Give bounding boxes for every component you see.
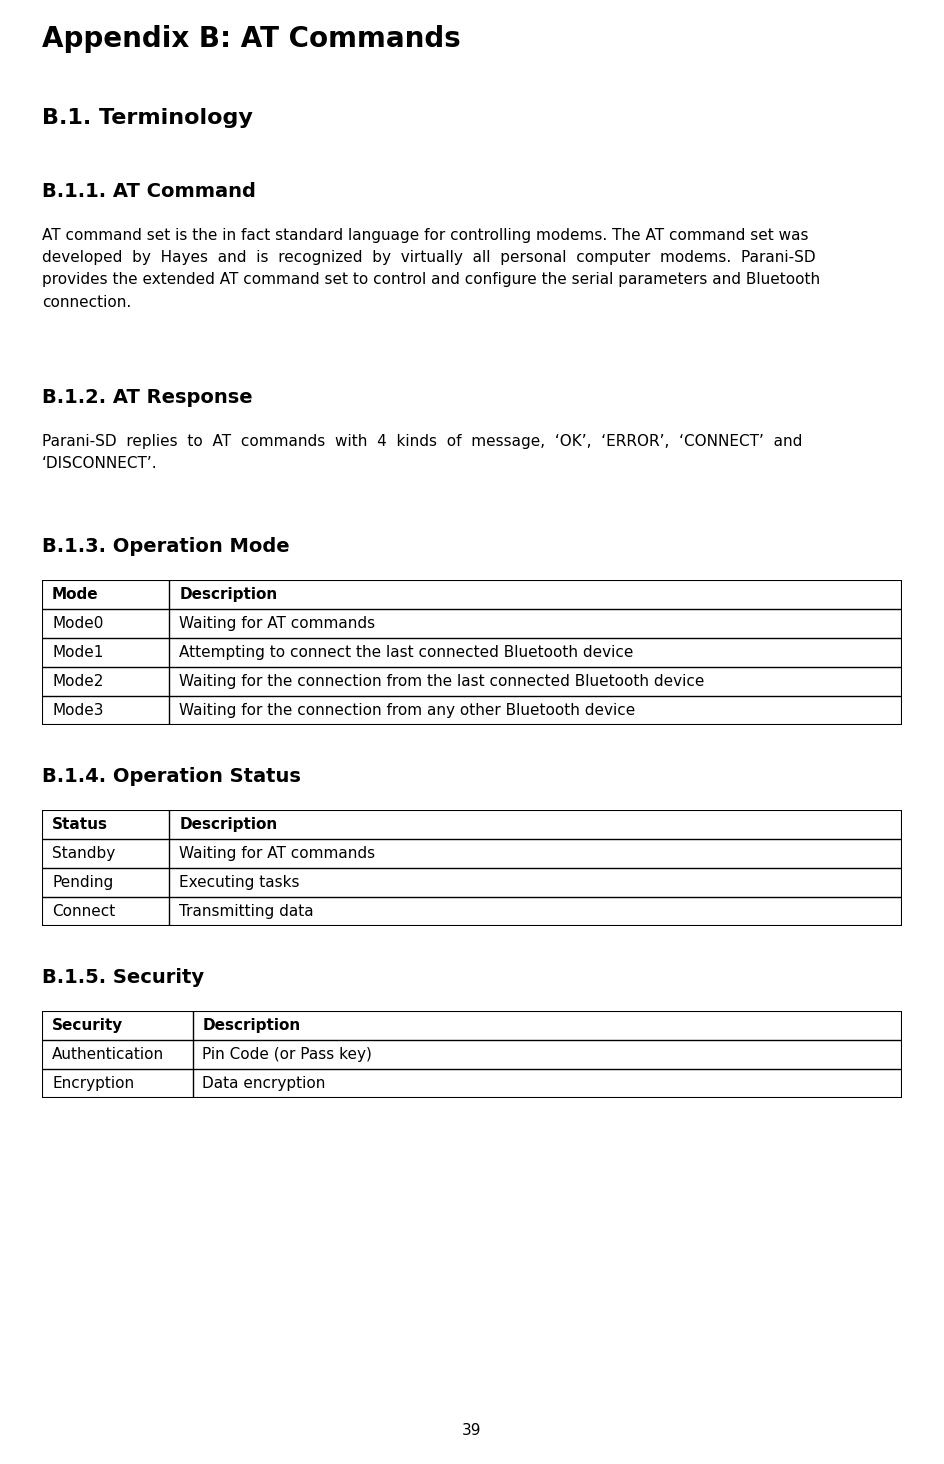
Text: Mode3: Mode3 bbox=[52, 703, 104, 717]
Text: Waiting for AT commands: Waiting for AT commands bbox=[179, 616, 376, 631]
Text: Data encryption: Data encryption bbox=[203, 1076, 326, 1091]
Text: Description: Description bbox=[203, 1017, 301, 1034]
Text: Status: Status bbox=[52, 817, 108, 832]
Text: Transmitting data: Transmitting data bbox=[179, 903, 314, 919]
Text: Standby: Standby bbox=[52, 846, 115, 861]
Text: Parani-SD  replies  to  AT  commands  with  4  kinds  of  message,  ‘OK’,  ‘ERRO: Parani-SD replies to AT commands with 4 … bbox=[42, 433, 802, 471]
Text: Appendix B: AT Commands: Appendix B: AT Commands bbox=[42, 25, 461, 53]
Text: Waiting for AT commands: Waiting for AT commands bbox=[179, 846, 376, 861]
Text: Encryption: Encryption bbox=[52, 1076, 134, 1091]
Text: Executing tasks: Executing tasks bbox=[179, 875, 300, 890]
Text: AT command set is the in fact standard language for controlling modems. The AT c: AT command set is the in fact standard l… bbox=[42, 228, 820, 309]
Text: B.1.3. Operation Mode: B.1.3. Operation Mode bbox=[42, 537, 290, 556]
Text: Mode: Mode bbox=[52, 587, 98, 602]
Text: Mode0: Mode0 bbox=[52, 616, 104, 631]
Text: B.1.4. Operation Status: B.1.4. Operation Status bbox=[42, 767, 301, 786]
Text: B.1.5. Security: B.1.5. Security bbox=[42, 968, 204, 987]
Text: Pending: Pending bbox=[52, 875, 113, 890]
Text: B.1.1. AT Command: B.1.1. AT Command bbox=[42, 182, 256, 201]
Text: Waiting for the connection from the last connected Bluetooth device: Waiting for the connection from the last… bbox=[179, 673, 704, 690]
Text: Waiting for the connection from any other Bluetooth device: Waiting for the connection from any othe… bbox=[179, 703, 635, 717]
Text: Pin Code (or Pass key): Pin Code (or Pass key) bbox=[203, 1047, 372, 1061]
Text: Attempting to connect the last connected Bluetooth device: Attempting to connect the last connected… bbox=[179, 646, 633, 660]
Text: Authentication: Authentication bbox=[52, 1047, 164, 1061]
Text: B.1. Terminology: B.1. Terminology bbox=[42, 108, 253, 127]
Text: Mode2: Mode2 bbox=[52, 673, 104, 690]
Text: Description: Description bbox=[179, 817, 278, 832]
Text: Description: Description bbox=[179, 587, 278, 602]
Text: B.1.2. AT Response: B.1.2. AT Response bbox=[42, 388, 253, 407]
Text: Mode1: Mode1 bbox=[52, 646, 104, 660]
Text: Security: Security bbox=[52, 1017, 124, 1034]
Text: 39: 39 bbox=[463, 1423, 481, 1438]
Text: Connect: Connect bbox=[52, 903, 115, 919]
